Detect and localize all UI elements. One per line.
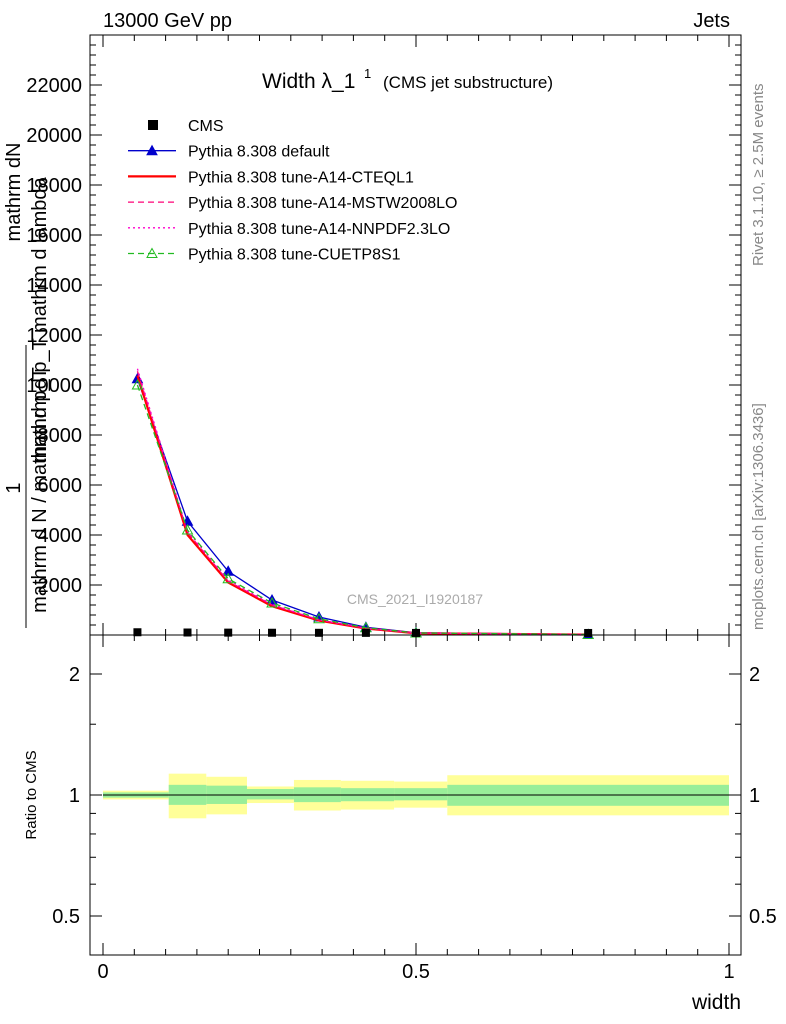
- ratio-y-label: Ratio to CMS: [23, 750, 40, 839]
- y-tick-label: 12000: [26, 325, 82, 347]
- y-label-numerator: mathrm dN: [3, 143, 25, 242]
- legend-marker: [146, 247, 158, 258]
- x-axis-label: width: [691, 991, 741, 1014]
- x-tick-label: 1: [723, 961, 734, 983]
- legend: CMS Pythia 8.308 default Pythia 8.308 tune…: [128, 118, 457, 264]
- series-marker: [181, 523, 194, 535]
- data-point: [133, 628, 142, 637]
- y-label-denominator: mathrm d p_T mathrm d lambda: [29, 176, 51, 462]
- data-point: [314, 628, 323, 637]
- y-tick-label: 2000: [38, 575, 83, 597]
- process-label: 13000 GeV pp: [103, 10, 232, 32]
- series-marker: [222, 572, 235, 584]
- series-marker: [266, 596, 278, 608]
- y-tick-label: 10000: [26, 375, 82, 397]
- legend-label: Pythia 8.308 default: [188, 144, 330, 161]
- series-line: [136, 384, 589, 636]
- legend-marker: [146, 144, 158, 156]
- chart-title-superscript: 1: [364, 66, 371, 81]
- ratio-band-inner: [394, 788, 448, 801]
- y-tick-label: 14000: [26, 275, 82, 297]
- main-panel: 2000 4000 6000 8000 10000 12000 14000 16000 1800…: [3, 34, 742, 639]
- ratio-y-tick-label-right: 1: [749, 785, 760, 807]
- ratio-y-tick-label-right: 2: [749, 664, 760, 686]
- data-point: [361, 628, 370, 637]
- y-tick-label: 8000: [38, 425, 83, 447]
- ratio-y-tick-label-right: 0.5: [749, 906, 777, 928]
- y-tick-label: 22000: [26, 75, 82, 97]
- watermark: CMS_2021_I1920187: [347, 591, 483, 607]
- legend-label: Pythia 8.308 tune-A14-MSTW2008LO: [188, 195, 457, 212]
- data-point: [268, 628, 277, 637]
- ratio-y-tick-label: 1: [69, 785, 80, 807]
- series-marker: [131, 378, 144, 390]
- series-marker: [266, 593, 278, 605]
- rivet-label: Rivet 3.1.10, ≥ 2.5M events: [750, 83, 767, 267]
- y-tick-label: 4000: [38, 525, 83, 547]
- data-point: [412, 628, 420, 637]
- legend-label: Pythia 8.308 tune-A14-NNPDF2.3LO: [188, 221, 450, 238]
- x-tick-label: 0.5: [402, 961, 430, 983]
- legend-label: CMS: [188, 118, 224, 135]
- y-tick-label: 6000: [38, 475, 83, 497]
- ratio-y-tick-label: 0.5: [52, 906, 80, 928]
- legend-label: Pythia 8.308 tune-A14-CTEQL1: [188, 169, 414, 186]
- legend-marker-cms: [148, 120, 158, 130]
- x-tick-label: 0: [97, 961, 108, 983]
- data-point: [584, 628, 593, 637]
- legend-label: Pythia 8.308 tune-CUETP8S1: [188, 247, 401, 264]
- series-line: [136, 371, 589, 636]
- series-marker: [222, 565, 235, 576]
- series-line: [136, 368, 589, 636]
- ratio-band-inner: [246, 788, 294, 800]
- chart-subtitle: (CMS jet substructure): [383, 73, 553, 92]
- series-marker: [313, 612, 325, 624]
- ratio-y-tick-label: 2: [69, 664, 80, 686]
- y-tick-label: 16000: [26, 225, 82, 247]
- y-tick-label: 18000: [26, 175, 82, 197]
- y-tick-label: 20000: [26, 125, 82, 147]
- y-label-frac-den: mathrm d N / mathrm d p_T: [29, 367, 51, 613]
- y-label-frac-num: 1: [3, 482, 25, 493]
- category-label: Jets: [693, 10, 730, 32]
- data-point: [183, 628, 192, 637]
- chart-title: Width λ_1: [262, 70, 355, 93]
- mcplots-label: mcplots.cern.ch [arXiv:1306.3436]: [750, 403, 767, 630]
- data-point: [224, 628, 233, 637]
- ratio-panel: 0.5 0.5 1 1 2 2 0 0.5 1 width Ratio to CMS: [23, 634, 777, 1014]
